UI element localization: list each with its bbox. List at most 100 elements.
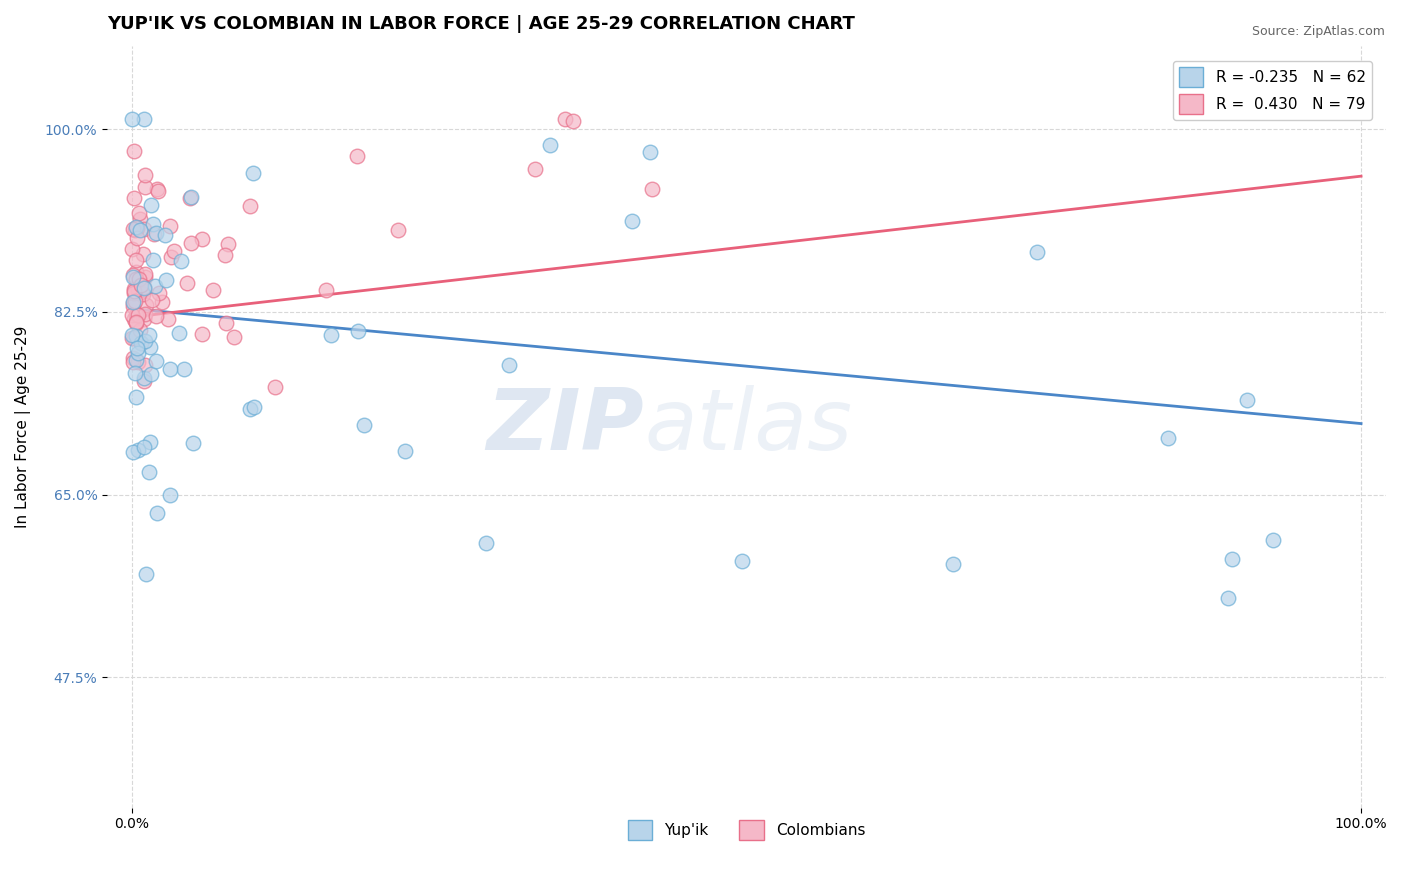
Point [167,326,190,340]
Point [125,314,148,328]
Point [128,272,150,286]
Point [134,371,156,385]
Point [125,308,148,322]
Point [127,355,149,369]
Point [122,282,145,296]
Point [155,228,177,243]
Point [134,441,156,455]
Point [159,361,181,376]
Point [160,250,183,264]
Point [173,361,195,376]
Point [475,536,498,550]
Point [138,328,160,343]
Point [145,309,167,323]
Point [125,221,148,235]
Point [145,354,167,368]
Point [125,390,148,404]
Point [222,330,245,344]
Point [163,244,186,258]
Point [394,443,416,458]
Point [538,137,561,152]
Point [159,488,181,502]
Point [142,217,165,231]
Point [125,231,148,245]
Point [134,374,156,388]
Point [621,214,644,228]
Point [264,379,287,393]
Point [127,442,149,457]
Point [180,190,202,204]
Point [214,248,236,262]
Point [124,191,146,205]
Y-axis label: In Labor Force | Age 25-29: In Labor Force | Age 25-29 [15,326,31,528]
Point [127,346,149,360]
Point [121,112,143,126]
Point [122,285,145,300]
Point [134,307,156,321]
Point [134,358,156,372]
Point [134,270,156,285]
Point [239,199,262,213]
Point [122,269,145,284]
Point [131,247,153,261]
Point [142,252,165,267]
Point [129,278,152,293]
Point [152,294,174,309]
Point [122,221,145,235]
Point [132,283,155,297]
Point [122,295,145,310]
Point [127,341,149,355]
Point [138,465,160,479]
Point [125,317,148,331]
Point [122,284,145,298]
Point [146,184,169,198]
Point [1026,245,1049,260]
Point [387,223,409,237]
Point [122,331,145,345]
Point [124,223,146,237]
Point [146,182,169,196]
Point [122,268,145,282]
Point [1236,393,1258,408]
Point [145,507,167,521]
Point [139,434,162,449]
Point [730,554,752,568]
Point [122,144,145,158]
Text: Source: ZipAtlas.com: Source: ZipAtlas.com [1251,25,1385,38]
Point [132,222,155,236]
Point [346,148,368,162]
Point [134,280,156,294]
Point [523,161,546,176]
Point [134,267,156,281]
Point [242,166,264,180]
Point [125,329,148,343]
Point [134,168,156,182]
Point [176,276,198,290]
Point [353,417,375,432]
Point [190,232,212,246]
Point [132,112,155,126]
Point [129,323,152,337]
Text: ZIP: ZIP [486,385,644,468]
Point [315,283,337,297]
Point [319,328,342,343]
Point [122,300,145,314]
Point [179,191,201,205]
Point [942,557,965,571]
Point [142,227,165,241]
Point [139,340,162,354]
Point [121,294,143,309]
Point [498,358,520,372]
Point [125,352,148,367]
Point [202,283,225,297]
Point [1263,533,1285,547]
Point [155,273,177,287]
Point [561,114,583,128]
Point [134,180,156,194]
Point [141,293,163,307]
Point [1220,551,1243,566]
Point [1216,591,1239,606]
Point [121,331,143,345]
Point [124,311,146,326]
Point [128,206,150,220]
